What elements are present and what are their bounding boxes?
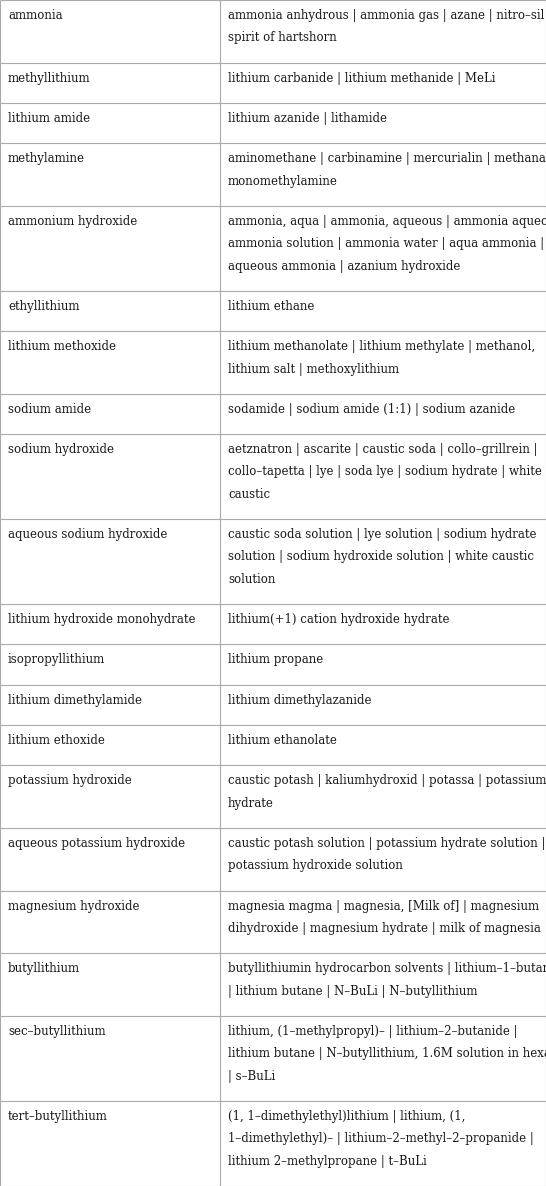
Text: spirit of hartshorn: spirit of hartshorn — [228, 31, 337, 44]
Text: methylamine: methylamine — [8, 152, 85, 165]
Text: lithium methoxide: lithium methoxide — [8, 340, 116, 353]
Text: (1, 1–dimethylethyl)lithium | lithium, (1,: (1, 1–dimethylethyl)lithium | lithium, (… — [228, 1110, 465, 1123]
Text: sodium amide: sodium amide — [8, 403, 91, 416]
Text: lithium ethanolate: lithium ethanolate — [228, 734, 337, 747]
Text: potassium hydroxide solution: potassium hydroxide solution — [228, 860, 403, 872]
Text: butyllithium: butyllithium — [8, 962, 80, 975]
Text: ammonia, aqua | ammonia, aqueous | ammonia aqueous |: ammonia, aqua | ammonia, aqueous | ammon… — [228, 215, 546, 228]
Text: magnesia magma | magnesia, [Milk of] | magnesium: magnesia magma | magnesia, [Milk of] | m… — [228, 899, 539, 912]
Text: lithium propane: lithium propane — [228, 653, 323, 667]
Text: ammonia anhydrous | ammonia gas | azane | nitro–sil |: ammonia anhydrous | ammonia gas | azane … — [228, 9, 546, 23]
Text: potassium hydroxide: potassium hydroxide — [8, 774, 132, 788]
Text: | s–BuLi: | s–BuLi — [228, 1070, 275, 1083]
Text: collo–tapetta | lye | soda lye | sodium hydrate | white: collo–tapetta | lye | soda lye | sodium … — [228, 465, 542, 478]
Text: lithium, (1–methylpropyl)– | lithium–2–butanide |: lithium, (1–methylpropyl)– | lithium–2–b… — [228, 1025, 518, 1038]
Text: lithium ethoxide: lithium ethoxide — [8, 734, 105, 747]
Text: lithium butane | N–butyllithium, 1.6M solution in hexane: lithium butane | N–butyllithium, 1.6M so… — [228, 1047, 546, 1060]
Text: aqueous sodium hydroxide: aqueous sodium hydroxide — [8, 528, 168, 541]
Text: ethyllithium: ethyllithium — [8, 300, 80, 313]
Text: ammonia: ammonia — [8, 9, 63, 23]
Text: caustic soda solution | lye solution | sodium hydrate: caustic soda solution | lye solution | s… — [228, 528, 537, 541]
Text: tert–butyllithium: tert–butyllithium — [8, 1110, 108, 1123]
Text: dihydroxide | magnesium hydrate | milk of magnesia: dihydroxide | magnesium hydrate | milk o… — [228, 922, 541, 935]
Text: magnesium hydroxide: magnesium hydroxide — [8, 899, 139, 912]
Text: aetznatron | ascarite | caustic soda | collo–grillrein |: aetznatron | ascarite | caustic soda | c… — [228, 444, 537, 457]
Text: caustic: caustic — [228, 487, 270, 500]
Text: sodium hydroxide: sodium hydroxide — [8, 444, 114, 457]
Text: butyllithiumin hydrocarbon solvents | lithium–1–butanide: butyllithiumin hydrocarbon solvents | li… — [228, 962, 546, 975]
Text: hydrate: hydrate — [228, 797, 274, 810]
Text: lithium amide: lithium amide — [8, 111, 90, 125]
Text: lithium salt | methoxylithium: lithium salt | methoxylithium — [228, 363, 399, 376]
Text: caustic potash | kaliumhydroxid | potassa | potassium: caustic potash | kaliumhydroxid | potass… — [228, 774, 546, 788]
Text: isopropyllithium: isopropyllithium — [8, 653, 105, 667]
Text: sec–butyllithium: sec–butyllithium — [8, 1025, 105, 1038]
Text: lithium dimethylamide: lithium dimethylamide — [8, 694, 142, 707]
Text: lithium(+1) cation hydroxide hydrate: lithium(+1) cation hydroxide hydrate — [228, 613, 449, 626]
Text: lithium azanide | lithamide: lithium azanide | lithamide — [228, 111, 387, 125]
Text: lithium ethane: lithium ethane — [228, 300, 314, 313]
Text: lithium dimethylazanide: lithium dimethylazanide — [228, 694, 371, 707]
Text: ammonia solution | ammonia water | aqua ammonia |: ammonia solution | ammonia water | aqua … — [228, 237, 544, 250]
Text: lithium 2–methylpropane | t–BuLi: lithium 2–methylpropane | t–BuLi — [228, 1155, 427, 1168]
Text: methyllithium: methyllithium — [8, 71, 91, 84]
Text: lithium hydroxide monohydrate: lithium hydroxide monohydrate — [8, 613, 195, 626]
Text: ammonium hydroxide: ammonium hydroxide — [8, 215, 137, 228]
Text: solution: solution — [228, 573, 275, 586]
Text: lithium carbanide | lithium methanide | MeLi: lithium carbanide | lithium methanide | … — [228, 71, 496, 84]
Text: solution | sodium hydroxide solution | white caustic: solution | sodium hydroxide solution | w… — [228, 550, 534, 563]
Text: aqueous ammonia | azanium hydroxide: aqueous ammonia | azanium hydroxide — [228, 260, 460, 273]
Text: | lithium butane | N–BuLi | N–butyllithium: | lithium butane | N–BuLi | N–butyllithi… — [228, 984, 478, 997]
Text: lithium methanolate | lithium methylate | methanol,: lithium methanolate | lithium methylate … — [228, 340, 535, 353]
Text: aminomethane | carbinamine | mercurialin | methanamine |: aminomethane | carbinamine | mercurialin… — [228, 152, 546, 165]
Text: monomethylamine: monomethylamine — [228, 174, 338, 187]
Text: caustic potash solution | potassium hydrate solution |: caustic potash solution | potassium hydr… — [228, 837, 545, 850]
Text: 1–dimethylethyl)– | lithium–2–methyl–2–propanide |: 1–dimethylethyl)– | lithium–2–methyl–2–p… — [228, 1133, 534, 1146]
Text: sodamide | sodium amide (1:1) | sodium azanide: sodamide | sodium amide (1:1) | sodium a… — [228, 403, 515, 416]
Text: aqueous potassium hydroxide: aqueous potassium hydroxide — [8, 837, 185, 850]
